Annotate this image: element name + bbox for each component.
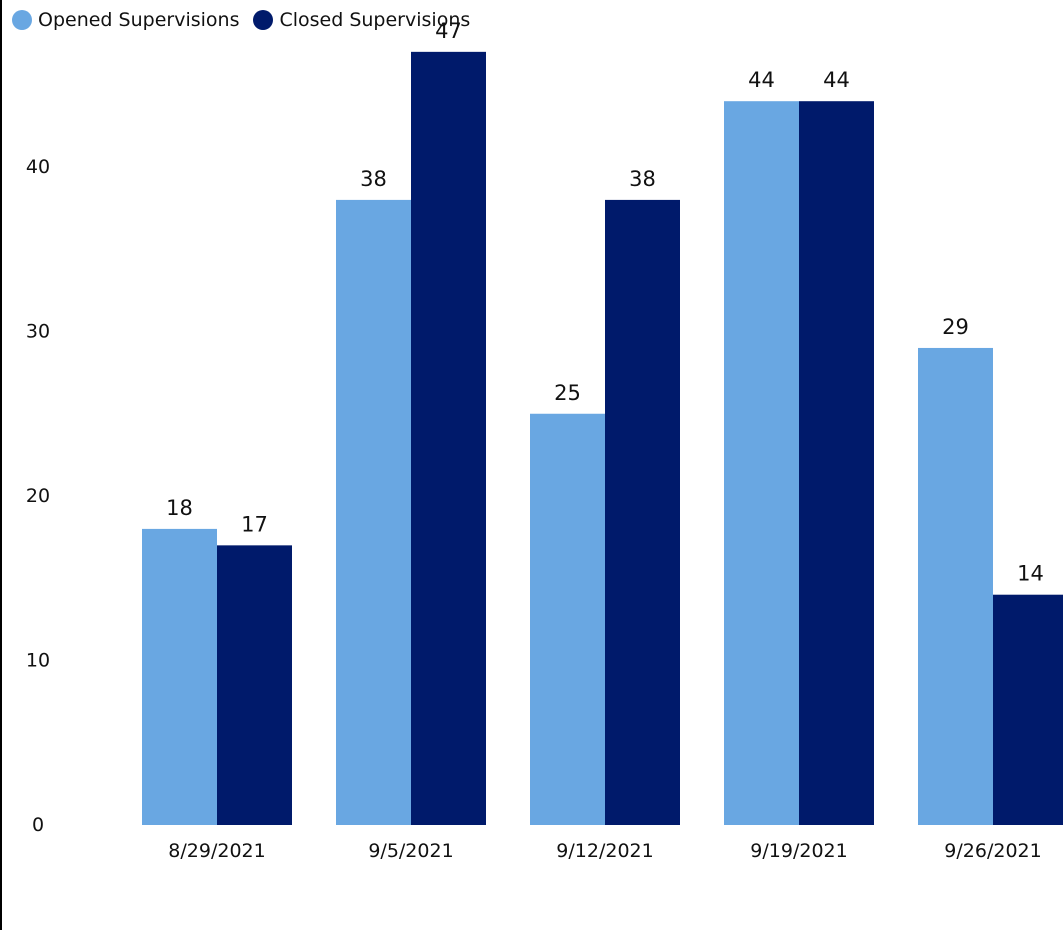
data-label: 29 <box>942 315 969 339</box>
bar-closed[interactable] <box>411 51 486 826</box>
chart-legend: Opened Supervisions Closed Supervisions <box>12 8 484 32</box>
data-label: 17 <box>241 512 268 536</box>
y-tick-label: 10 <box>26 650 50 672</box>
data-label: 25 <box>554 381 581 405</box>
bar-closed[interactable] <box>605 199 680 825</box>
legend-label-closed: Closed Supervisions <box>279 9 471 31</box>
x-tick-label: 9/19/2021 <box>750 840 847 862</box>
bars-group <box>142 51 1063 826</box>
bar-closed[interactable] <box>217 545 292 825</box>
legend-item-opened[interactable]: Opened Supervisions <box>12 9 239 31</box>
legend-swatch-closed <box>253 10 274 30</box>
y-tick-label: 0 <box>32 814 44 836</box>
data-label: 44 <box>748 68 775 92</box>
data-label: 44 <box>823 68 850 92</box>
legend-swatch-opened <box>12 10 32 30</box>
data-label: 38 <box>629 167 656 191</box>
bar-opened[interactable] <box>336 199 411 825</box>
legend-label-opened: Opened Supervisions <box>38 9 240 31</box>
y-tick-label: 20 <box>26 485 50 507</box>
data-label: 18 <box>166 496 193 520</box>
bar-closed[interactable] <box>799 101 874 825</box>
y-tick-label: 40 <box>26 156 50 178</box>
y-tick-label: 30 <box>26 321 50 343</box>
bar-opened[interactable] <box>918 347 993 825</box>
x-tick-label: 9/12/2021 <box>556 840 653 862</box>
data-label: 38 <box>360 167 387 191</box>
x-tick-label: 8/29/2021 <box>168 840 265 862</box>
legend-item-closed[interactable]: Closed Supervisions <box>253 9 470 31</box>
value-labels-group: 18 17 38 47 25 38 44 44 29 14 <box>166 19 1044 586</box>
x-axis: 8/29/2021 9/5/2021 9/12/2021 9/19/2021 9/26/… <box>168 840 1041 862</box>
bar-opened[interactable] <box>530 413 605 825</box>
x-tick-label: 9/26/2021 <box>944 840 1041 862</box>
bar-opened[interactable] <box>724 101 799 825</box>
y-axis: 0 10 20 30 40 <box>26 156 50 836</box>
data-label: 47 <box>435 19 462 43</box>
bar-opened[interactable] <box>142 528 217 825</box>
bar-closed[interactable] <box>993 594 1063 825</box>
x-tick-label: 9/5/2021 <box>368 840 453 862</box>
data-label: 14 <box>1017 562 1044 586</box>
